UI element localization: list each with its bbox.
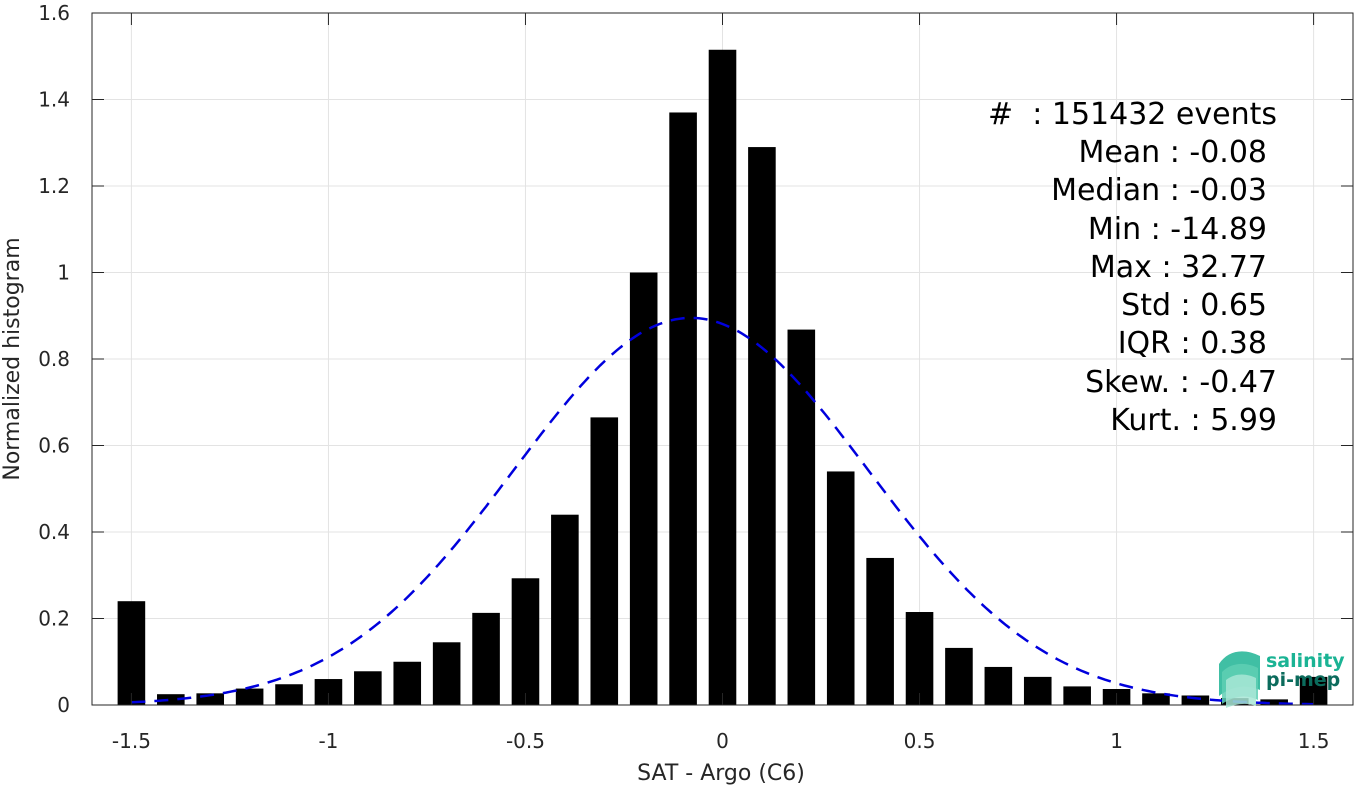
histogram-bar — [196, 693, 225, 705]
y-tick-label: 1.6 — [38, 1, 70, 25]
histogram-bar — [984, 666, 1013, 705]
stat-std: Std : 0.65 — [1121, 288, 1267, 323]
histogram-bar — [1181, 695, 1210, 705]
histogram-bar — [669, 112, 697, 706]
histogram-bar — [393, 661, 422, 705]
histogram-bar — [511, 578, 540, 705]
histogram-bar — [551, 514, 579, 705]
logo-wave-icon — [1219, 651, 1260, 708]
stat-iqr: IQR : 0.38 — [1118, 326, 1267, 361]
y-tick-labels: 0 0.2 0.4 0.6 0.8 1 1.2 1.4 1.6 — [38, 1, 70, 717]
histogram-bar — [275, 684, 303, 705]
y-tick-label: 0.8 — [38, 347, 70, 371]
histogram-bar — [1142, 693, 1170, 705]
histogram-bar — [905, 612, 934, 705]
histogram-bar — [157, 694, 185, 705]
y-tick-label: 0.2 — [38, 607, 70, 631]
histogram-bar — [432, 642, 461, 705]
histogram-bar — [866, 557, 894, 705]
x-tick-labels: -1.5 -1 -0.5 0 0.5 1 1.5 — [112, 729, 1330, 753]
salinity-pi-mep-logo: salinity pi-mep — [1219, 650, 1345, 708]
x-tick-label: -1 — [318, 729, 338, 753]
x-tick-label: 0 — [716, 729, 729, 753]
x-tick-label: -1.5 — [112, 729, 151, 753]
stat-kurt: Kurt. : 5.99 — [1110, 403, 1277, 438]
y-tick-label: 0.4 — [38, 520, 70, 544]
stat-median: Median : -0.03 — [1051, 173, 1267, 208]
stat-events: # : 151432 events — [988, 97, 1277, 132]
y-tick-label: 1 — [57, 261, 70, 285]
histogram-bar — [748, 147, 776, 705]
x-axis-title: SAT - Argo (C6) — [637, 761, 805, 786]
histogram-bars — [117, 49, 1328, 706]
y-tick-label: 1.4 — [38, 88, 70, 112]
histogram-bar — [1023, 676, 1052, 705]
stat-skew: Skew. : -0.47 — [1085, 365, 1277, 400]
histogram-bar — [472, 612, 500, 705]
x-tick-label: -0.5 — [506, 729, 545, 753]
histogram-bar — [235, 688, 264, 705]
stat-max: Max : 32.77 — [1090, 250, 1267, 285]
histogram-bar — [354, 671, 382, 705]
logo-text-pimep: pi-mep — [1266, 669, 1340, 691]
y-tick-label: 0.6 — [38, 434, 70, 458]
histogram-bar — [708, 49, 737, 705]
histogram-bar — [629, 272, 658, 705]
stat-mean: Mean : -0.08 — [1078, 135, 1267, 170]
histogram-bar — [1063, 686, 1091, 705]
gaussian-fit-curve — [131, 316, 1314, 706]
histogram-bar — [787, 329, 816, 705]
stat-min: Min : -14.89 — [1088, 212, 1267, 247]
y-axis-title: Normalized histogram — [0, 237, 25, 480]
histogram-bar — [117, 601, 146, 705]
y-tick-label: 0 — [57, 693, 70, 717]
statistics-annotation: # : 151432 events Mean : -0.08 Median : … — [988, 97, 1277, 438]
x-tick-label: 1.5 — [1298, 729, 1330, 753]
logo-text-salinity: salinity — [1266, 650, 1345, 672]
histogram-bar — [826, 471, 855, 705]
y-tick-label: 1.2 — [38, 174, 70, 198]
axes-frame — [91, 12, 1354, 706]
histogram-bar — [945, 647, 973, 705]
x-tick-label: 0.5 — [904, 729, 936, 753]
histogram-bar — [1260, 699, 1288, 705]
histogram-bar — [590, 417, 619, 705]
x-tick-label: 1 — [1110, 729, 1123, 753]
